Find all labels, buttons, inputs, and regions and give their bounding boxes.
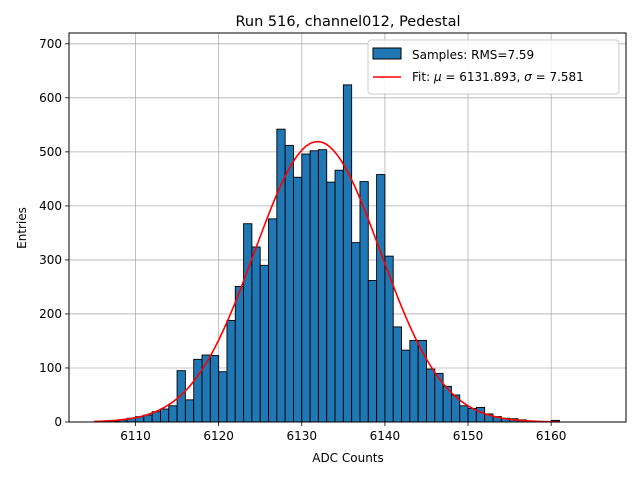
histogram-bar — [218, 371, 228, 423]
legend-fit-sigma-value: = 7.581 — [532, 70, 584, 84]
histogram-bar — [276, 128, 286, 423]
fit-layer — [93, 140, 560, 423]
y-tick-label: 700 — [39, 37, 62, 51]
x-tick-label: 6130 — [287, 429, 318, 443]
x-tick-label: 6160 — [536, 429, 567, 443]
histogram-bar — [351, 242, 361, 423]
histogram-bar — [209, 355, 220, 423]
histogram-bar — [176, 370, 186, 423]
legend: Samples: RMS=7.59 Fit: μ = 6131.893, σ =… — [367, 39, 620, 95]
legend-fit-prefix: Fit: — [412, 70, 434, 84]
y-axis-label: Entries — [15, 207, 29, 249]
legend-fit-mu-symbol: μ — [433, 70, 442, 84]
histogram-bar — [334, 169, 344, 423]
histogram-bar — [326, 181, 336, 423]
x-tick-label: 6150 — [453, 429, 484, 443]
y-tick-label: 200 — [39, 307, 62, 321]
x-axis-label: ADC Counts — [312, 451, 384, 465]
histogram-bar — [459, 405, 469, 423]
histogram-bar — [309, 150, 319, 423]
bars-layer — [110, 84, 560, 423]
histogram-bar — [243, 223, 253, 423]
histogram-bar — [409, 339, 419, 423]
x-tick-label: 6140 — [370, 429, 401, 443]
y-axis-ticks: 0 100 200 300 400 500 600 700 — [39, 37, 69, 429]
histogram-bar — [475, 406, 486, 423]
histogram-bar — [301, 153, 311, 423]
histogram-bar — [201, 354, 211, 423]
histogram-bar — [234, 285, 245, 423]
histogram-bar — [251, 246, 261, 423]
gaussian-fit-curve — [93, 140, 560, 423]
y-tick-label: 0 — [54, 415, 62, 429]
histogram-bar — [342, 84, 353, 423]
histogram-bar — [193, 358, 203, 423]
histogram-bar — [284, 144, 294, 423]
chart-title: Run 516, channel012, Pedestal — [235, 14, 460, 30]
histogram-bar — [401, 349, 411, 423]
histogram-bar — [426, 368, 436, 423]
histogram-bar — [226, 319, 236, 423]
x-axis-ticks: 6110 6120 6130 6140 6150 6160 — [120, 422, 566, 443]
histogram-bar — [392, 326, 402, 423]
histogram-bar — [317, 149, 328, 423]
legend-fit-sigma-symbol: σ — [524, 70, 532, 84]
histogram-bar — [159, 408, 170, 423]
histogram-bar — [367, 279, 378, 423]
histogram-bar — [184, 399, 195, 423]
x-tick-label: 6110 — [120, 429, 151, 443]
y-tick-label: 400 — [39, 199, 62, 213]
histogram-bar — [259, 264, 269, 423]
legend-fit-mu-value: = 6131.893, — [442, 70, 525, 84]
y-tick-label: 600 — [39, 91, 62, 105]
histogram-bar — [376, 174, 386, 423]
histogram-bar — [168, 405, 178, 423]
legend-box — [367, 39, 620, 95]
plot-frame — [68, 32, 627, 423]
legend-histogram-label: Samples: RMS=7.59 — [412, 48, 534, 62]
legend-fit-label: Fit: μ = 6131.893, σ = 7.581 — [412, 70, 584, 84]
y-tick-label: 100 — [39, 361, 62, 375]
legend-histogram-swatch — [372, 47, 402, 60]
x-tick-label: 6120 — [203, 429, 234, 443]
histogram-bar — [268, 218, 278, 423]
y-tick-label: 300 — [39, 253, 62, 267]
histogram-bar — [293, 176, 303, 423]
y-tick-label: 500 — [39, 145, 62, 159]
